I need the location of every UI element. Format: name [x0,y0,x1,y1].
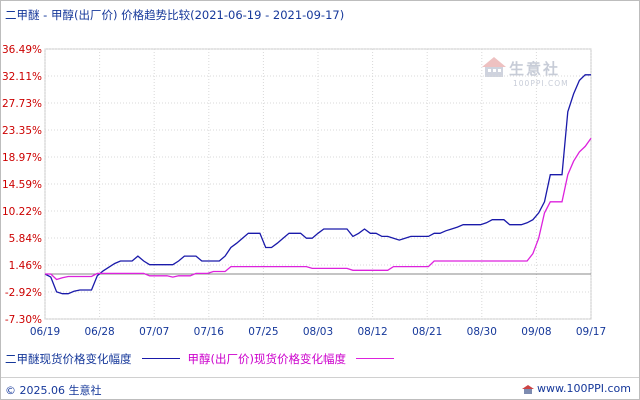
legend-label-series1: 二甲醚现货价格变化幅度 [5,352,132,366]
watermark-text: 生意社 [509,60,561,78]
footer-copyright: © 2025.06 生意社 [5,384,102,397]
x-tick-label: 08/21 [412,326,442,338]
x-tick-label: 09/08 [521,326,551,338]
y-tick-label: 36.49% [2,44,42,56]
chart-title: 二甲醚 - 甲醇(出厂价) 价格趋势比较(2021-06-19 - 2021-0… [5,7,344,23]
x-tick-label: 09/17 [576,326,606,338]
footer-site-text: www.100PPI.com [537,382,631,395]
chart-legend: 二甲醚现货价格变化幅度 甲醇(出厂价)现货价格变化幅度 [5,351,402,367]
x-tick-label: 08/30 [467,326,497,338]
x-tick-label: 06/19 [30,326,60,338]
series-line-1 [44,74,591,295]
y-tick-label: 1.46% [9,260,42,272]
x-tick-label: 06/28 [84,326,114,338]
y-tick-label: 14.59% [2,179,42,191]
series-line-2 [45,137,592,281]
legend-swatch-series1 [141,357,180,359]
watermark-logo: 生意社 100PPI.COM [481,56,591,96]
legend-swatch-series2 [355,357,394,359]
y-tick-label: 18.97% [2,152,42,164]
y-tick-label: 32.11% [2,71,42,83]
footer: © 2025.06 生意社 www.100PPI.com [1,377,639,400]
y-tick-label: 23.35% [2,125,42,137]
y-tick-label: 27.73% [2,98,42,110]
y-tick-label: -7.30% [5,314,42,326]
x-tick-label: 07/07 [139,326,169,338]
x-tick-label: 08/12 [357,326,387,338]
y-tick-label: 10.22% [2,206,42,218]
watermark-house-icon [482,57,506,77]
y-tick-label: 5.84% [9,233,42,245]
footer-site-link[interactable]: www.100PPI.com [522,382,631,395]
x-tick-label: 07/25 [248,326,278,338]
site-logo-icon [522,384,535,394]
x-tick-label: 07/16 [194,326,225,338]
chart-title-text: 二甲醚 - 甲醇(出厂价) 价格趋势比较 [5,8,191,22]
watermark-url: 100PPI.COM [513,79,569,88]
x-tick-label: 08/03 [303,326,333,338]
chart-date-range: (2021-06-19 - 2021-09-17) [190,8,345,22]
legend-label-series2: 甲醇(出厂价)现货价格变化幅度 [187,352,346,366]
y-tick-label: -2.92% [5,287,42,299]
